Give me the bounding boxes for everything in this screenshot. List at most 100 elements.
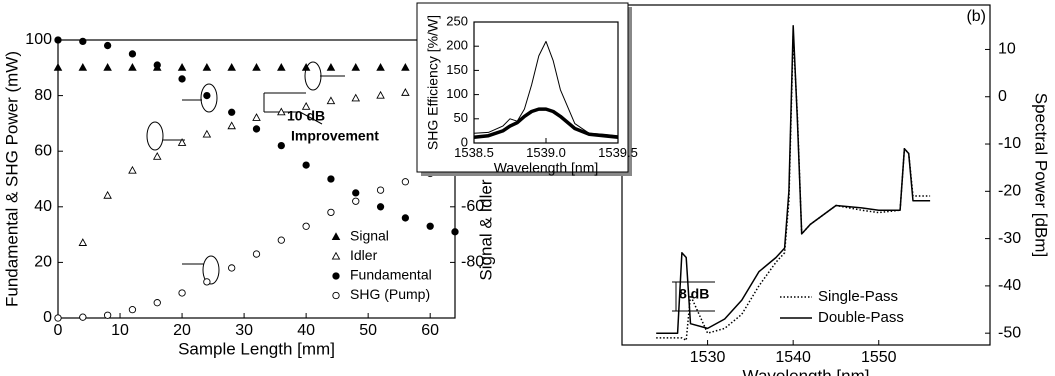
- x-axis-label: Sample Length [mm]: [178, 339, 335, 358]
- marker: [128, 50, 137, 58]
- x-tick-label: 1538.5: [454, 145, 494, 160]
- legend-label: Double-Pass: [818, 309, 904, 326]
- legend-label: Idler: [350, 247, 378, 263]
- marker: [153, 299, 161, 307]
- y-axis-label: Fundamental & SHG Power (mW): [2, 51, 21, 307]
- x-axis-label: Wavelength [nm]: [743, 366, 870, 376]
- marker: [79, 37, 87, 46]
- marker: [277, 141, 285, 150]
- legend-label: Single-Pass: [818, 288, 898, 305]
- y-axis-label: Spectral Power [dBm]: [1032, 93, 1051, 257]
- marker: [152, 151, 162, 160]
- panel-label: (b): [966, 8, 986, 25]
- y-axis-label: SHG Efficiency [%/W]: [425, 15, 441, 150]
- marker: [252, 113, 261, 121]
- y-tick-label: 150: [446, 62, 468, 77]
- marker: [252, 63, 261, 71]
- marker: [53, 63, 63, 71]
- marker: [326, 96, 336, 105]
- y-tick-label: 60: [34, 142, 52, 159]
- series-line: [656, 25, 931, 334]
- marker: [326, 63, 336, 71]
- marker: [177, 138, 187, 146]
- marker: [178, 75, 186, 83]
- marker: [202, 63, 212, 71]
- marker: [103, 41, 112, 50]
- marker: [401, 88, 410, 96]
- marker: [376, 63, 385, 71]
- y2-tick-label: -80: [461, 254, 484, 271]
- legend-label: SHG (Pump): [350, 286, 430, 302]
- marker: [277, 63, 286, 71]
- marker: [153, 61, 161, 69]
- marker: [327, 175, 335, 183]
- y-tick-label: 0: [43, 309, 52, 326]
- marker: [277, 107, 286, 116]
- x-tick-label: 1539.5: [598, 145, 638, 160]
- marker: [376, 90, 385, 99]
- x-tick-label: 1550: [861, 349, 897, 366]
- y-tick-label: 100: [446, 86, 468, 101]
- callout-ellipse: [202, 255, 220, 285]
- marker: [451, 228, 459, 236]
- x-tick-label: 50: [359, 322, 377, 339]
- annotation: 8 dB: [679, 286, 709, 302]
- x-tick-label: 40: [297, 322, 315, 339]
- marker: [103, 190, 112, 199]
- marker: [327, 208, 335, 217]
- x-tick-label: 1530: [690, 349, 726, 366]
- marker: [177, 63, 187, 71]
- inset-box: [416, 2, 629, 173]
- annotation: 10 dB: [287, 108, 325, 124]
- marker: [103, 311, 112, 319]
- marker: [54, 314, 62, 322]
- panel: 1538.5 1539.0 1539.5 0 50 100 150 200 250 Wavelen…: [425, 13, 638, 175]
- x-tick-label: 1539.0: [526, 145, 566, 160]
- y-tick-label: 250: [446, 13, 468, 28]
- marker: [103, 63, 112, 71]
- series-line: [473, 40, 619, 137]
- marker: [252, 250, 261, 258]
- marker: [228, 264, 236, 272]
- pointer: [299, 111, 323, 125]
- marker: [228, 108, 236, 116]
- marker: [301, 101, 311, 110]
- marker: [302, 161, 310, 169]
- x-tick-label: 0: [54, 322, 63, 339]
- y-tick-label: 80: [34, 87, 52, 104]
- marker: [227, 121, 236, 130]
- y-tick-label: -10: [998, 135, 1021, 152]
- marker: [352, 189, 360, 197]
- marker: [202, 129, 212, 138]
- panel: 1530 1540 1550 10 0 -10 -20 -30 -40 -50 Wavelength…: [621, 4, 1051, 376]
- y-tick-label: -40: [998, 277, 1021, 294]
- marker: [78, 238, 88, 246]
- marker: [128, 63, 137, 71]
- marker: [351, 63, 361, 71]
- x-tick-label: 60: [421, 322, 439, 339]
- annotation: Improvement: [291, 128, 379, 144]
- y-tick-label: -30: [998, 230, 1021, 247]
- marker: [376, 203, 385, 211]
- marker: [376, 186, 385, 194]
- marker: [352, 197, 360, 205]
- marker: [78, 63, 88, 71]
- marker: [128, 165, 137, 174]
- y-tick-label: 0: [998, 88, 1007, 105]
- y-tick-label: 50: [454, 110, 468, 125]
- marker: [54, 36, 62, 44]
- marker: [178, 289, 186, 297]
- x-tick-label: 1540: [775, 349, 811, 366]
- y-tick-label: 10: [998, 41, 1016, 58]
- y-tick-label: 0: [461, 134, 468, 149]
- marker: [331, 232, 341, 241]
- y-tick-label: 200: [446, 38, 468, 53]
- marker: [128, 306, 137, 314]
- marker: [401, 63, 410, 71]
- marker: [277, 236, 285, 244]
- x-tick-label: 20: [173, 322, 191, 339]
- marker: [351, 93, 361, 102]
- marker: [426, 222, 434, 230]
- marker: [79, 313, 87, 321]
